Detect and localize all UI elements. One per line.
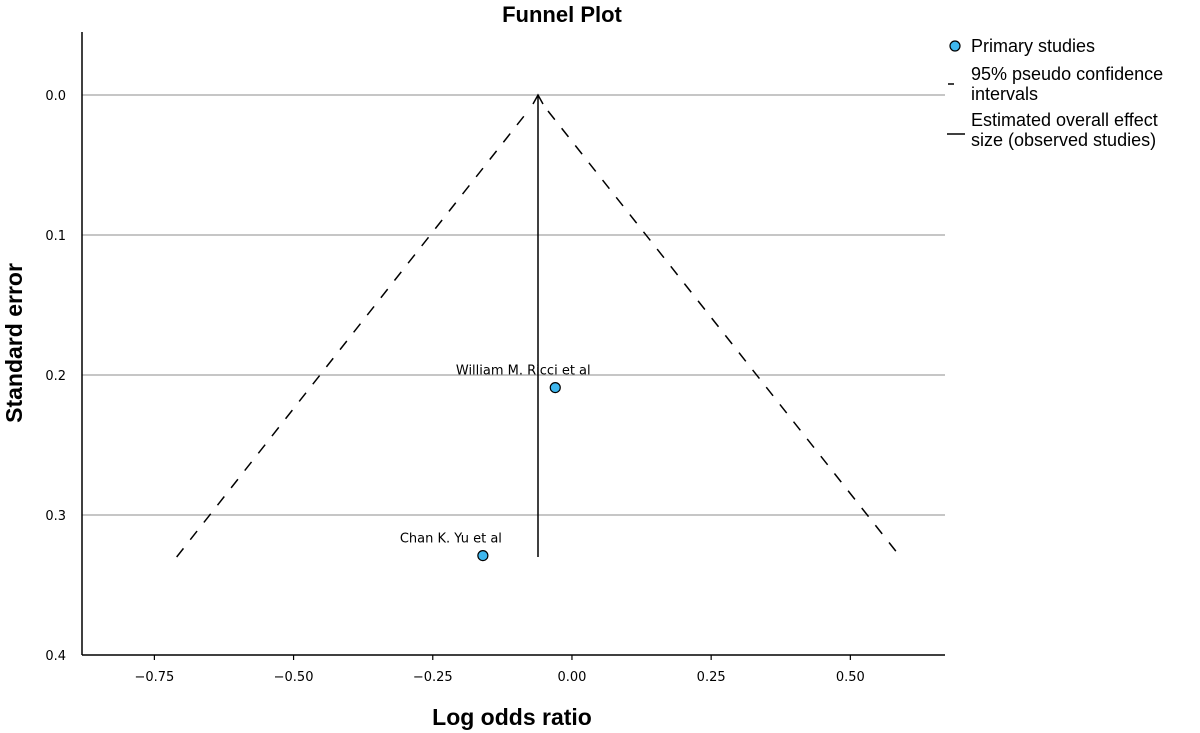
legend-label-2-1: size (observed studies)	[971, 130, 1156, 150]
study-point-1	[477, 549, 489, 562]
y-axis-ticks: 0.0 0.1 0.2 0.3 0.4	[45, 89, 66, 664]
x-axis-ticks: −0.75 −0.50 −0.25 0.00 0.25 0.50	[134, 655, 865, 685]
chart-title: Funnel Plot	[502, 2, 622, 27]
legend: Primary studies 95% pseudo confidenceinte…	[947, 36, 1163, 150]
x-axis-title: Log odds ratio	[432, 704, 592, 730]
x-tick-label-0: −0.75	[134, 670, 174, 685]
legend-label-0-0: Primary studies	[971, 36, 1095, 56]
overall-effect-arrowhead	[532, 93, 544, 105]
x-tick-label-2: −0.25	[413, 670, 453, 685]
y-tick-label-0: 0.0	[45, 89, 66, 104]
study-point-0	[549, 382, 561, 394]
legend-label-1-0: 95% pseudo confidence	[971, 64, 1163, 84]
study-label-0: William M. Ricci et al	[456, 364, 591, 379]
y-tick-label-3: 0.3	[45, 509, 66, 524]
legend-label-2-0: Estimated overall effect	[971, 110, 1158, 130]
x-tick-label-1: −0.50	[274, 670, 314, 685]
y-tick-label-4: 0.4	[45, 649, 66, 664]
ci-line-left	[176, 110, 529, 558]
x-tick-label-4: 0.25	[697, 670, 726, 685]
legend-label-1-1: intervals	[971, 84, 1038, 104]
x-tick-label-5: 0.50	[836, 670, 865, 685]
ci-line-right	[547, 110, 902, 558]
x-tick-label-3: 0.00	[557, 670, 586, 685]
study-label-1: Chan K. Yu et al	[400, 532, 502, 547]
y-axis-title: Standard error	[1, 263, 27, 423]
pseudo-confidence-interval-lines	[176, 110, 902, 558]
legend-marker-0	[949, 40, 961, 52]
study-points: William M. Ricci et al Chan K. Yu et al	[400, 364, 591, 562]
y-tick-label-2: 0.2	[45, 369, 66, 384]
overall-effect-line	[532, 93, 544, 557]
grid-lines	[82, 94, 945, 516]
plot-frame	[81, 32, 945, 656]
y-tick-label-1: 0.1	[45, 229, 66, 244]
